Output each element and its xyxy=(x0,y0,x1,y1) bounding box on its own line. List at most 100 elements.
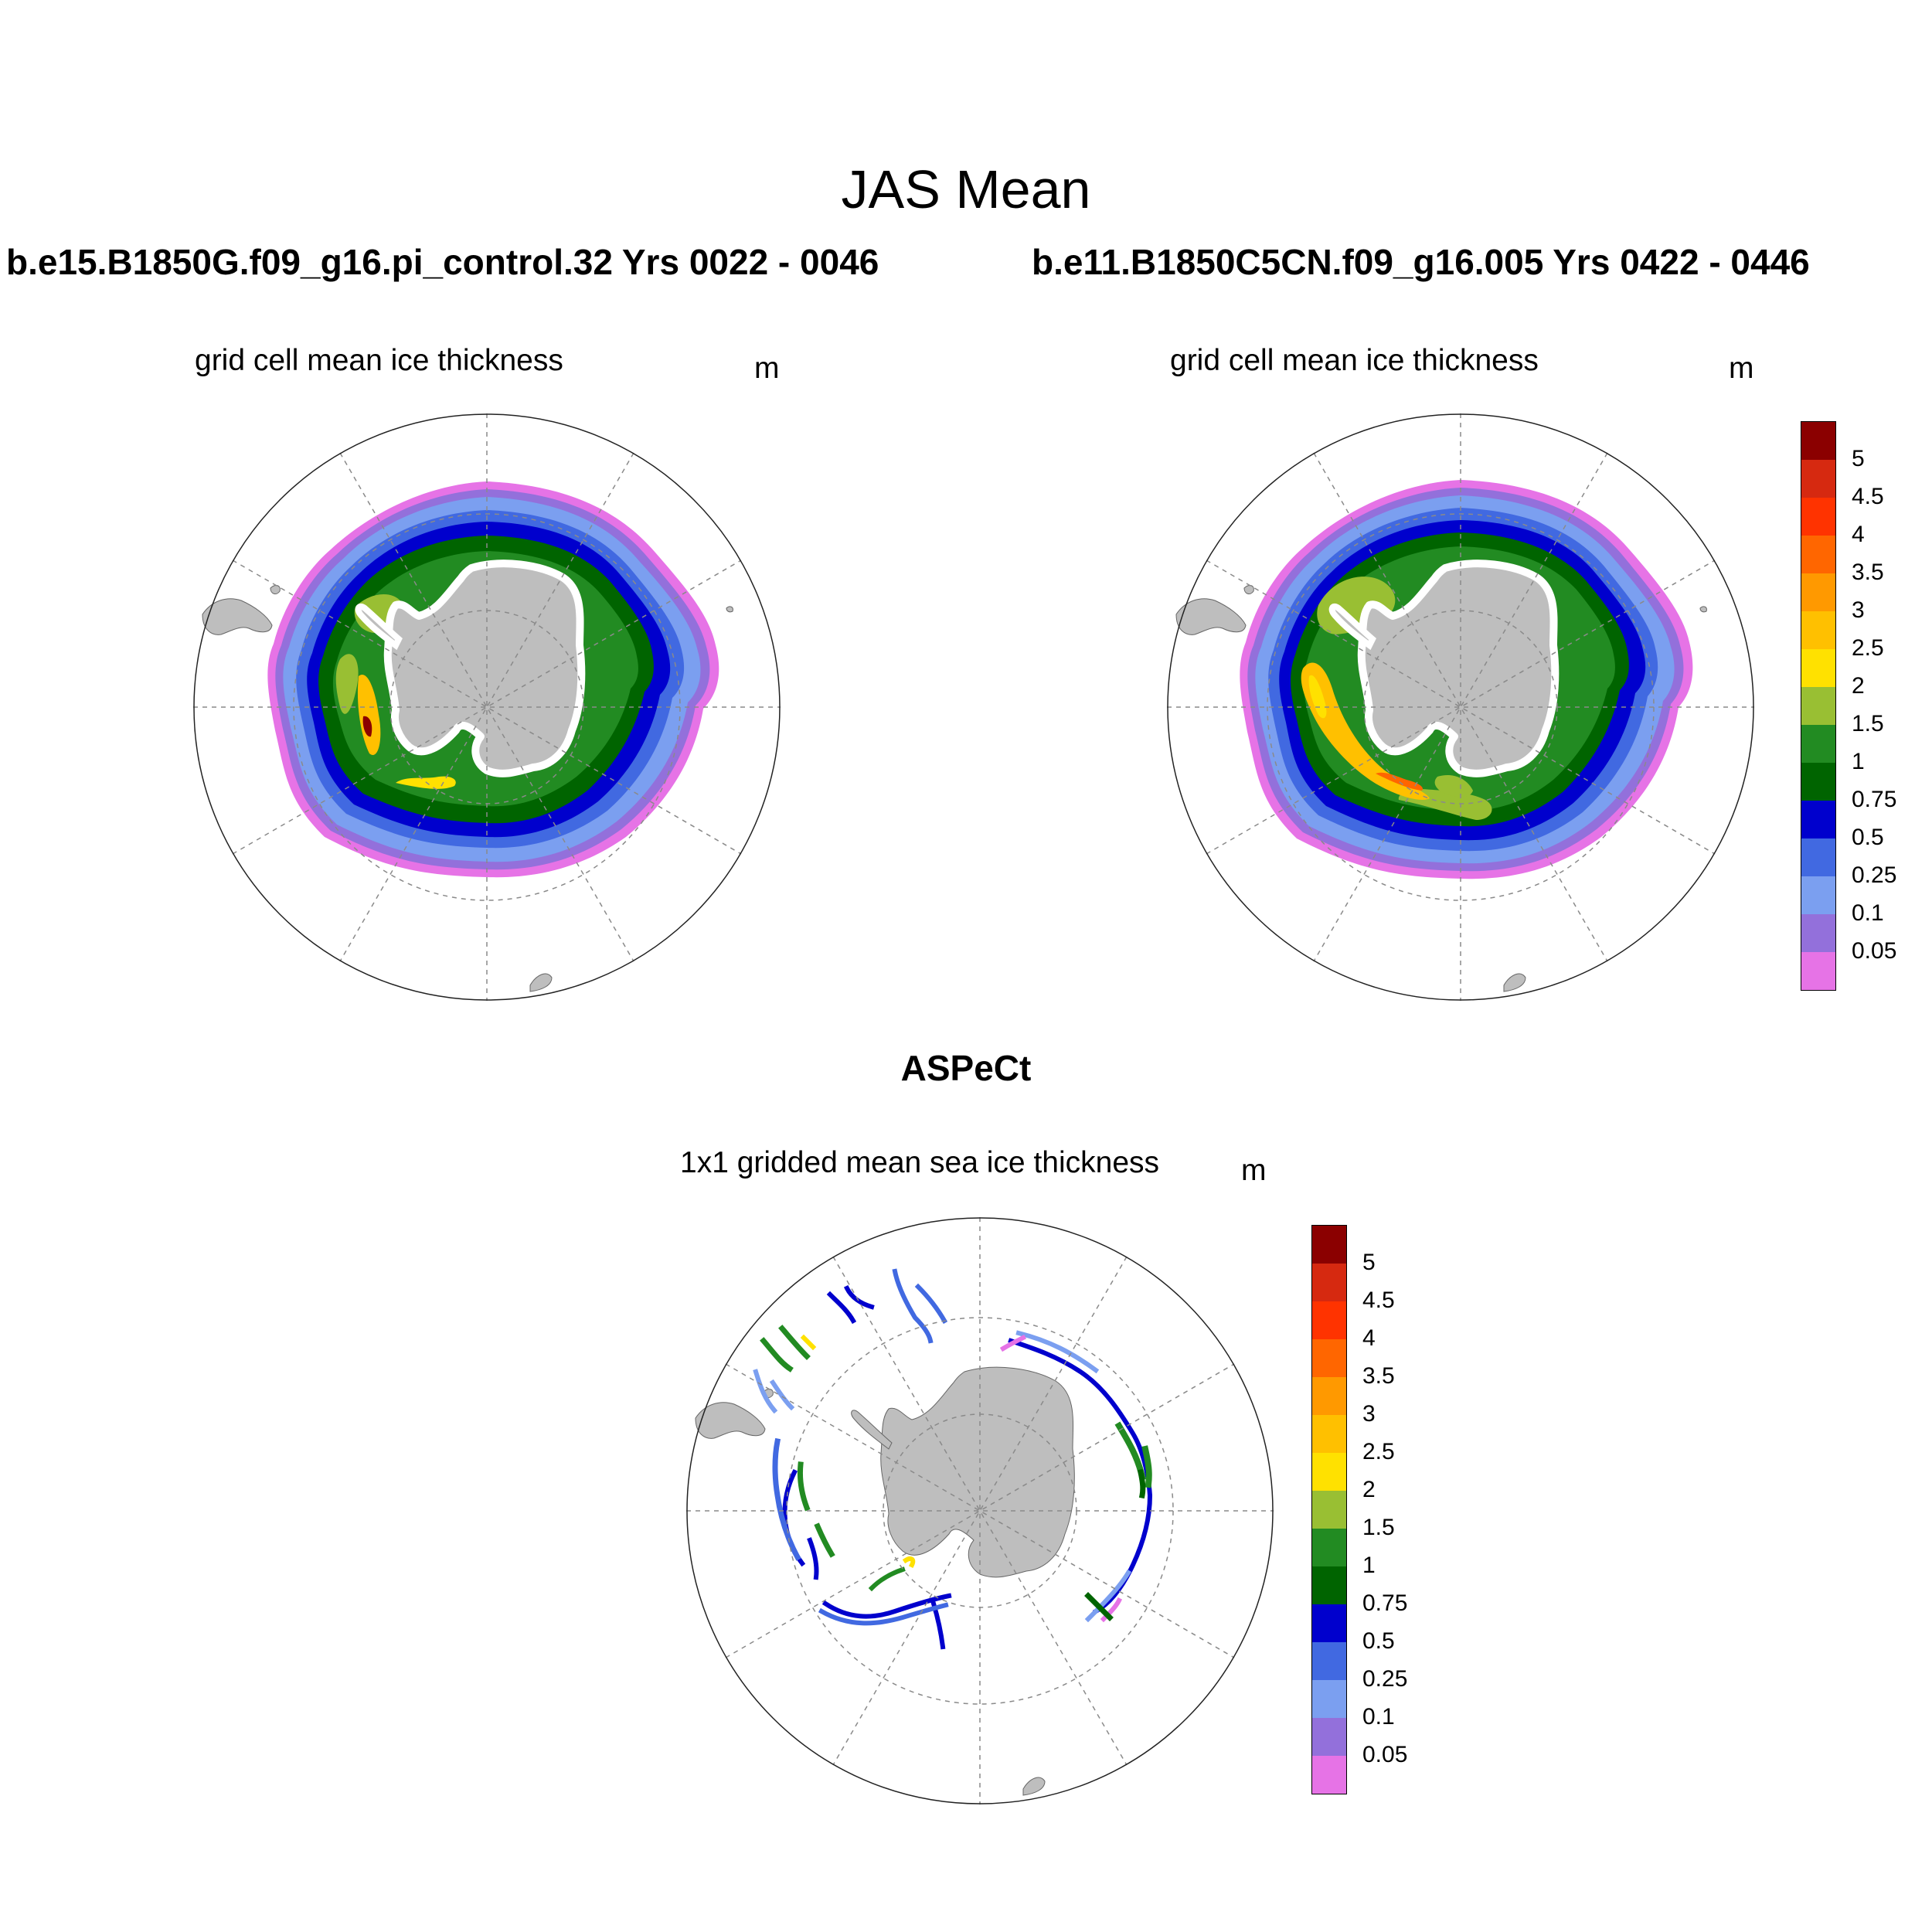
panel-2-run-title: b.e11.B1850C5CN.f09_g16.005 Yrs 0422 - 0… xyxy=(1032,242,1810,282)
antarctic-peninsula xyxy=(1328,603,1376,651)
colorbar-swatch xyxy=(1801,914,1835,952)
colorbar-label: 0.75 xyxy=(1362,1590,1408,1616)
panel-2-subtitle: grid cell mean ice thickness xyxy=(1170,344,1539,377)
panel-3-land xyxy=(695,1366,1075,1796)
colorbar-label: 0.5 xyxy=(1852,825,1884,850)
south-america-landmass xyxy=(695,1402,766,1439)
antarctica-landmass xyxy=(880,1366,1075,1578)
colorbar-swatch xyxy=(1801,611,1835,649)
colorbar-label: 4.5 xyxy=(1852,484,1884,509)
colorbar-label: 4 xyxy=(1852,522,1865,547)
panel-2-map xyxy=(1167,413,1754,1001)
colorbar-swatch xyxy=(1801,687,1835,725)
colorbar-swatch xyxy=(1312,1642,1346,1680)
track-weddell-blue xyxy=(826,1284,875,1325)
colorbar-label: 2.5 xyxy=(1362,1439,1395,1464)
colorbar-label: 1 xyxy=(1362,1553,1376,1578)
south-america-landmass xyxy=(202,598,273,635)
panel-1-land xyxy=(202,560,733,992)
colorbar-swatch xyxy=(1801,536,1835,573)
panel-3-map xyxy=(686,1217,1274,1804)
panel-1-graticule xyxy=(193,413,781,1001)
colorbar-label: 4 xyxy=(1362,1325,1376,1351)
ice-band-5 xyxy=(362,716,372,737)
panel-3-subtitle: 1x1 gridded mean sea ice thickness xyxy=(680,1146,1160,1179)
colorbar-swatch xyxy=(1312,1566,1346,1604)
colorbar-top: 5 4.5 4 3.5 3 2.5 2 1.5 1 0.75 0.5 0.25 0.1 0.05 xyxy=(1801,421,1932,993)
new-zealand-landmass xyxy=(1022,1777,1046,1796)
colorbar-swatch xyxy=(1312,1339,1346,1377)
falkland-islands xyxy=(270,585,281,594)
track-east-blue xyxy=(1008,1338,1152,1615)
panel-3-map-boundary xyxy=(686,1217,1274,1804)
colorbar-swatch xyxy=(1801,763,1835,801)
south-georgia-island xyxy=(726,606,733,613)
panel-1-run-title: b.e15.B1850G.f09_g16.pi_control.32 Yrs 0… xyxy=(6,242,879,282)
colorbar-swatch xyxy=(1312,1264,1346,1301)
colorbar-label: 1 xyxy=(1852,749,1865,774)
track-ross-green xyxy=(868,1566,906,1592)
colorbar-label: 3.5 xyxy=(1852,560,1884,585)
colorbar-label: 0.1 xyxy=(1362,1704,1395,1730)
colorbar-label: 5 xyxy=(1362,1250,1376,1275)
colorbar-swatch xyxy=(1312,1301,1346,1339)
colorbar-swatch xyxy=(1801,838,1835,876)
colorbar-swatch xyxy=(1801,952,1835,990)
colorbar-label: 3.5 xyxy=(1362,1363,1395,1389)
colorbar-label: 2 xyxy=(1852,673,1865,699)
colorbar-label: 3 xyxy=(1852,597,1865,623)
falkland-islands xyxy=(1243,585,1254,594)
track-weddell-green xyxy=(760,1325,811,1372)
new-zealand-landmass xyxy=(1503,973,1526,992)
ice-band-3 xyxy=(1308,675,1327,719)
ice-band-2.5 xyxy=(357,675,381,755)
observation-title: ASPeCt xyxy=(900,1048,1032,1088)
colorbar-swatch xyxy=(1801,422,1835,460)
colorbar-swatches xyxy=(1311,1225,1347,1794)
colorbar-swatch xyxy=(1312,1718,1346,1756)
track-east-pink xyxy=(999,1334,1123,1623)
ice-band-2-weddell xyxy=(335,654,359,714)
colorbar-swatch xyxy=(1312,1756,1346,1794)
colorbar-swatch xyxy=(1801,876,1835,914)
track-ross-light xyxy=(818,1602,949,1626)
colorbar-label: 5 xyxy=(1852,446,1865,471)
colorbar-label: 0.25 xyxy=(1362,1666,1408,1692)
track-bell-green xyxy=(798,1461,835,1558)
panel-2-units: m xyxy=(1729,352,1754,385)
colorbar-swatch xyxy=(1801,460,1835,498)
track-ross-yellow xyxy=(902,1556,916,1569)
colorbar-label: 0.25 xyxy=(1852,862,1897,888)
colorbar-label: 2 xyxy=(1362,1477,1376,1502)
track-east-light xyxy=(1015,1330,1132,1623)
colorbar-swatch xyxy=(1801,498,1835,536)
colorbar-label: 0.1 xyxy=(1852,900,1884,926)
new-zealand-landmass xyxy=(529,973,553,992)
colorbar-label: 4.5 xyxy=(1362,1287,1395,1313)
colorbar-label: 1.5 xyxy=(1852,711,1884,736)
ice-band-3.5 xyxy=(1376,772,1423,791)
colorbar-swatch xyxy=(1801,649,1835,687)
colorbar-swatch xyxy=(1312,1680,1346,1718)
panel-2-graticule xyxy=(1167,413,1754,1001)
colorbar-swatches xyxy=(1801,421,1836,991)
track-weddell-light xyxy=(753,1369,795,1414)
colorbar-label: 0.05 xyxy=(1852,938,1897,964)
colorbar-swatch xyxy=(1312,1453,1346,1491)
colorbar-label: 2.5 xyxy=(1852,635,1884,661)
panel-1-map-boundary xyxy=(193,413,781,1001)
colorbar-swatch xyxy=(1312,1226,1346,1264)
south-america-landmass xyxy=(1175,598,1247,635)
track-dark-green xyxy=(1084,1468,1146,1621)
colorbar-label: 0.05 xyxy=(1362,1742,1408,1767)
panel-3-units: m xyxy=(1241,1154,1267,1187)
colorbar-swatch xyxy=(1312,1415,1346,1453)
colorbar-label: 0.5 xyxy=(1362,1628,1395,1654)
panel-3-graticule xyxy=(686,1217,1274,1804)
antarctica-landmass xyxy=(1357,560,1560,777)
colorbar-swatch xyxy=(1801,801,1835,838)
colorbar-bottom: 5 4.5 4 3.5 3 2.5 2 1.5 1 0.75 0.5 0.25 0.1 0.05 xyxy=(1311,1225,1443,1797)
panel-2-map-boundary xyxy=(1167,413,1754,1001)
south-georgia-island xyxy=(1699,606,1707,613)
antarctic-peninsula xyxy=(851,1410,893,1450)
